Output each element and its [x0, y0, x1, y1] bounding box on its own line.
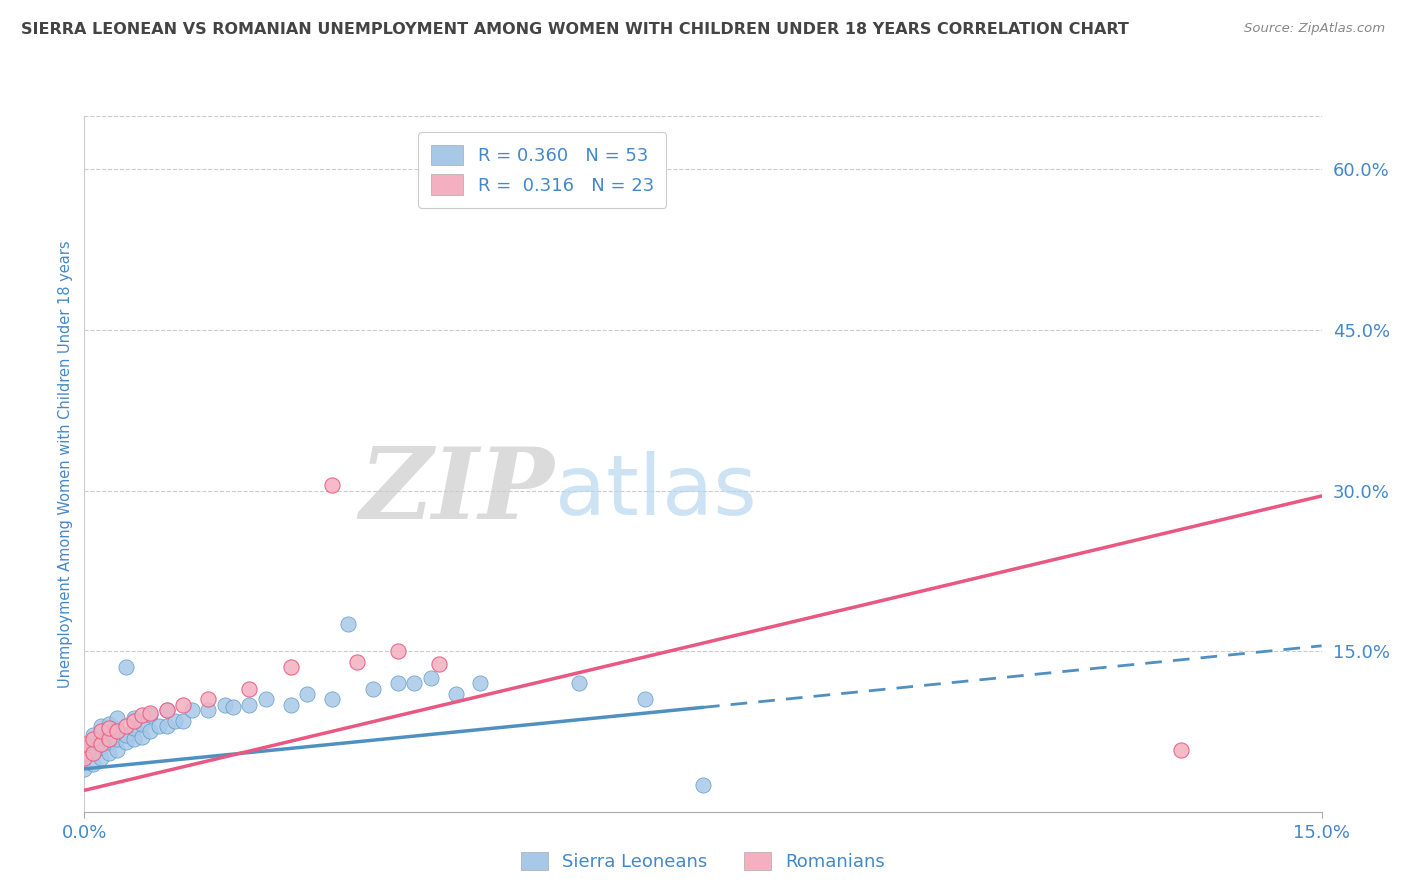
Point	[122, 731, 145, 746]
Point	[73, 737, 96, 751]
Point	[90, 724, 112, 739]
Point	[419, 671, 441, 685]
Point	[82, 728, 104, 742]
Point	[73, 762, 96, 776]
Point	[98, 735, 121, 749]
Point	[238, 698, 260, 712]
Point	[692, 778, 714, 792]
Point	[197, 692, 219, 706]
Point	[172, 698, 194, 712]
Point	[122, 714, 145, 728]
Point	[321, 692, 343, 706]
Point	[90, 719, 112, 733]
Point	[156, 703, 179, 717]
Point	[387, 644, 409, 658]
Point	[122, 721, 145, 735]
Point	[73, 740, 96, 755]
Point	[114, 660, 136, 674]
Point	[214, 698, 236, 712]
Point	[90, 737, 112, 751]
Point	[321, 478, 343, 492]
Point	[82, 746, 104, 760]
Point	[156, 703, 179, 717]
Point	[98, 731, 121, 746]
Point	[90, 751, 112, 765]
Point	[361, 681, 384, 696]
Point	[1170, 742, 1192, 756]
Point	[82, 731, 104, 746]
Legend: R = 0.360   N = 53, R =  0.316   N = 23: R = 0.360 N = 53, R = 0.316 N = 23	[418, 132, 666, 208]
Point	[148, 719, 170, 733]
Point	[427, 657, 450, 671]
Point	[82, 742, 104, 756]
Point	[634, 692, 657, 706]
Text: Source: ZipAtlas.com: Source: ZipAtlas.com	[1244, 22, 1385, 36]
Point	[387, 676, 409, 690]
Point	[73, 746, 96, 760]
Point	[180, 703, 202, 717]
Point	[90, 740, 112, 755]
Point	[114, 735, 136, 749]
Point	[73, 751, 96, 765]
Point	[105, 710, 128, 724]
Point	[139, 708, 162, 723]
Point	[165, 714, 187, 728]
Point	[470, 676, 492, 690]
Text: atlas: atlas	[554, 451, 756, 533]
Point	[131, 730, 153, 744]
Point	[90, 730, 112, 744]
Point	[82, 756, 104, 771]
Point	[105, 742, 128, 756]
Point	[105, 723, 128, 737]
Point	[139, 724, 162, 739]
Point	[238, 681, 260, 696]
Point	[105, 731, 128, 746]
Point	[139, 706, 162, 721]
Point	[337, 617, 360, 632]
Point	[131, 717, 153, 731]
Text: ZIP: ZIP	[360, 443, 554, 540]
Point	[122, 710, 145, 724]
Point	[280, 698, 302, 712]
Point	[280, 660, 302, 674]
Point	[114, 719, 136, 733]
Point	[346, 655, 368, 669]
Point	[82, 735, 104, 749]
Point	[222, 699, 245, 714]
Point	[98, 726, 121, 740]
Point	[444, 687, 467, 701]
Point	[105, 724, 128, 739]
Text: SIERRA LEONEAN VS ROMANIAN UNEMPLOYMENT AMONG WOMEN WITH CHILDREN UNDER 18 YEARS: SIERRA LEONEAN VS ROMANIAN UNEMPLOYMENT …	[21, 22, 1129, 37]
Point	[172, 714, 194, 728]
Point	[404, 676, 426, 690]
Legend: Sierra Leoneans, Romanians: Sierra Leoneans, Romanians	[513, 845, 893, 879]
Point	[114, 728, 136, 742]
Point	[98, 721, 121, 735]
Point	[98, 746, 121, 760]
Y-axis label: Unemployment Among Women with Children Under 18 years: Unemployment Among Women with Children U…	[58, 240, 73, 688]
Point	[254, 692, 277, 706]
Point	[197, 703, 219, 717]
Point	[98, 717, 121, 731]
Point	[568, 676, 591, 690]
Point	[295, 687, 318, 701]
Point	[131, 708, 153, 723]
Point	[156, 719, 179, 733]
